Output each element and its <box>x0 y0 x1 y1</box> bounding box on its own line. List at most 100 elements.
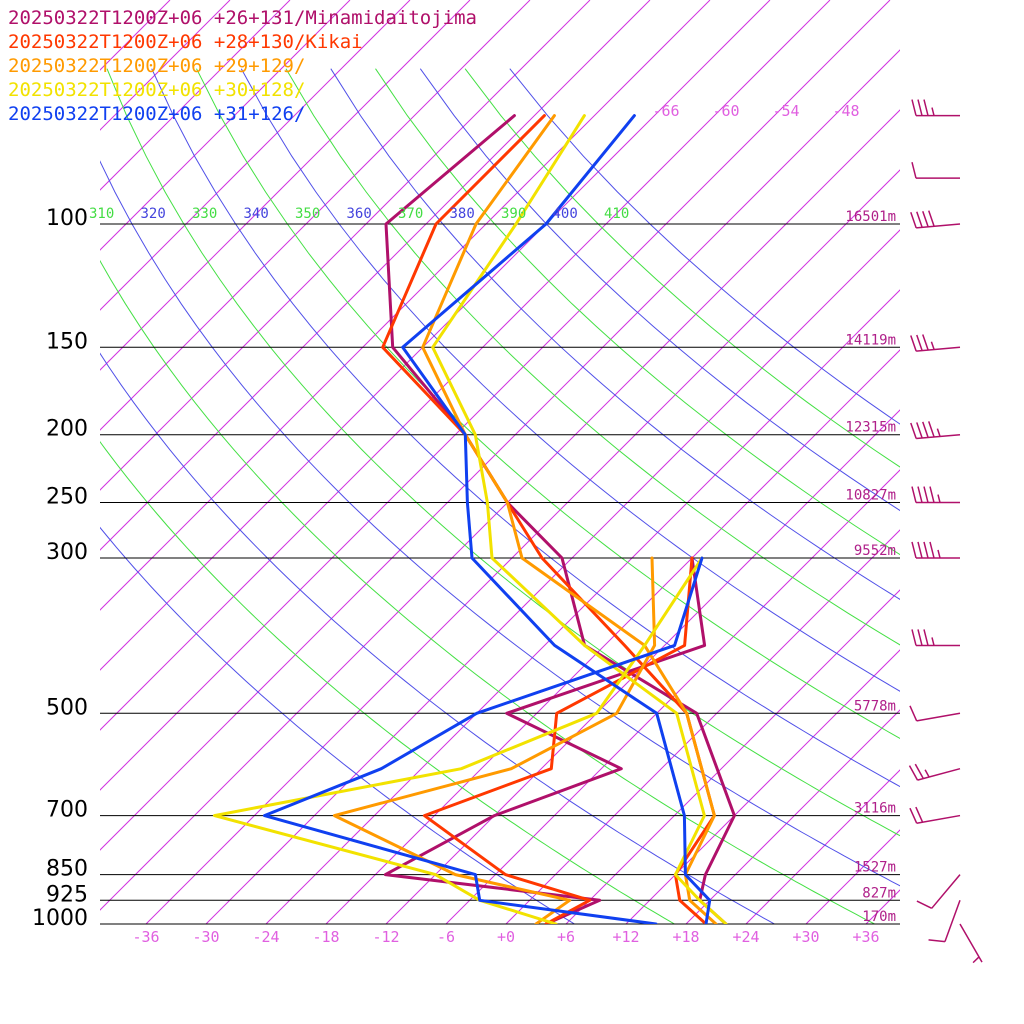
height-label: 9552m <box>854 543 896 559</box>
wind-barb-feather <box>916 422 923 439</box>
wind-barb <box>911 486 960 504</box>
isobar-lines <box>100 223 900 925</box>
isotherm-line <box>445 469 900 924</box>
theta-label: 400 <box>553 206 578 222</box>
isotherm-line <box>100 0 351 251</box>
isotherm-line <box>145 169 900 924</box>
isotherm-line <box>100 0 711 611</box>
wind-barb-staff <box>916 712 961 722</box>
wind-barb-half-feather <box>930 341 935 350</box>
dry-adiabat-line <box>464 68 900 468</box>
wind-barb-half-feather <box>972 956 980 964</box>
dry-adiabat-line <box>100 352 776 924</box>
wind-barb-half-feather <box>931 107 935 116</box>
dewpoint-line <box>262 556 704 924</box>
sounding-profiles <box>212 114 736 924</box>
temperature-tick-label: +24 <box>732 928 759 946</box>
wind-barb-feather <box>915 806 924 823</box>
wind-barbs <box>908 99 983 964</box>
wind-barb <box>909 705 961 722</box>
isotherm-line <box>385 409 900 924</box>
dewpoint-line <box>383 556 707 924</box>
pressure-label: 500 <box>46 695 88 720</box>
temperature-line <box>381 114 716 924</box>
isotherm-line <box>100 0 171 71</box>
temperature-tick-label: -24 <box>252 928 279 946</box>
wind-barb-feather <box>922 210 929 228</box>
dry-adiabat-line <box>330 68 900 600</box>
legend-entry: 20250322T1200Z+06 +29+129/ <box>8 55 305 77</box>
wind-barb-feather <box>910 211 917 229</box>
pressure-label: 200 <box>46 417 88 442</box>
isotherm-line <box>100 0 411 311</box>
pressure-label: 100 <box>46 206 88 231</box>
dewpoint-line <box>332 556 657 924</box>
wind-barb-feather <box>909 705 918 722</box>
wind-barb-feather <box>922 421 929 438</box>
dry-adiabat-line <box>375 68 900 556</box>
theta-label: 330 <box>192 206 217 222</box>
temperature-tick-label: -36 <box>132 928 159 946</box>
isotherm-line <box>625 649 900 924</box>
dewpoint-line <box>212 556 704 924</box>
wind-barb-feather <box>916 211 923 228</box>
isotherm-top-label: -60 <box>712 102 739 120</box>
wind-barb <box>911 99 960 117</box>
pressure-label: 1000 <box>32 906 88 931</box>
temperature-tick-label: +0 <box>497 928 515 946</box>
theta-label: 380 <box>450 206 475 222</box>
wind-barb-staff <box>931 874 961 909</box>
wind-barb-feather <box>909 807 918 824</box>
isotherm-line <box>325 349 900 924</box>
wind-barb-feather <box>929 486 935 503</box>
wind-barb <box>910 421 961 440</box>
wind-barb-staff <box>916 814 961 824</box>
dry-adiabat-line <box>240 68 900 692</box>
height-label: 3116m <box>854 801 896 817</box>
wind-barb-half-feather <box>924 769 930 778</box>
wind-barb <box>916 874 961 909</box>
wind-barb-feather <box>917 629 923 646</box>
legend-entry: 20250322T1200Z+06 +31+126/ <box>8 103 305 125</box>
temperature-tick-label: -6 <box>437 928 455 946</box>
dry-adiabat-line <box>100 160 900 887</box>
theta-label: 410 <box>604 206 629 222</box>
wind-barb <box>909 806 961 824</box>
isotherm-line <box>100 0 891 791</box>
isotherm-line <box>505 529 900 924</box>
isotherm-line <box>926 0 1024 924</box>
isotherm-line <box>100 0 831 731</box>
wind-barb-feather <box>916 900 933 909</box>
wind-barb-feather <box>922 334 929 351</box>
wind-barb-feather <box>923 99 929 116</box>
wind-barb-feather <box>911 541 917 559</box>
wind-barb-feather <box>917 99 923 116</box>
temperature-tick-label: -12 <box>372 928 399 946</box>
dewpoint-line <box>422 556 694 924</box>
temperature-tick-label: +36 <box>852 928 879 946</box>
isotherm-line <box>805 829 900 924</box>
height-label: 10827m <box>845 488 896 504</box>
isotherm-line <box>100 0 531 431</box>
isotherm-line <box>865 889 900 924</box>
isotherm-line <box>100 0 771 671</box>
wind-barb <box>911 541 960 559</box>
dry-adiabat-line <box>151 68 900 788</box>
wind-barb-feather <box>911 486 917 503</box>
wind-barb-half-feather <box>931 637 935 646</box>
legend-entry: 20250322T1200Z+06 +28+130/Kikai <box>8 31 363 53</box>
theta-label: 310 <box>89 206 114 222</box>
wind-barb <box>911 629 960 647</box>
dry-adiabat-line <box>196 68 900 740</box>
isotherm-line <box>565 589 900 924</box>
wind-barb <box>910 334 961 352</box>
dry-adiabat-line <box>509 68 900 425</box>
height-label: 170m <box>862 909 896 925</box>
dry-adiabat-line <box>419 68 900 512</box>
wind-barb-staff <box>944 900 961 942</box>
wind-barb-half-feather <box>936 428 941 437</box>
wind-barb-feather <box>928 939 946 943</box>
dry-adiabat-line <box>106 68 900 837</box>
temperature-tick-label: -18 <box>312 928 339 946</box>
